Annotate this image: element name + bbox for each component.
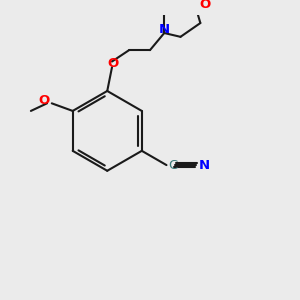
Text: N: N	[159, 23, 170, 36]
Text: N: N	[199, 159, 210, 172]
Text: O: O	[107, 57, 118, 70]
Text: O: O	[200, 0, 211, 11]
Text: C: C	[168, 159, 178, 172]
Text: O: O	[39, 94, 50, 107]
